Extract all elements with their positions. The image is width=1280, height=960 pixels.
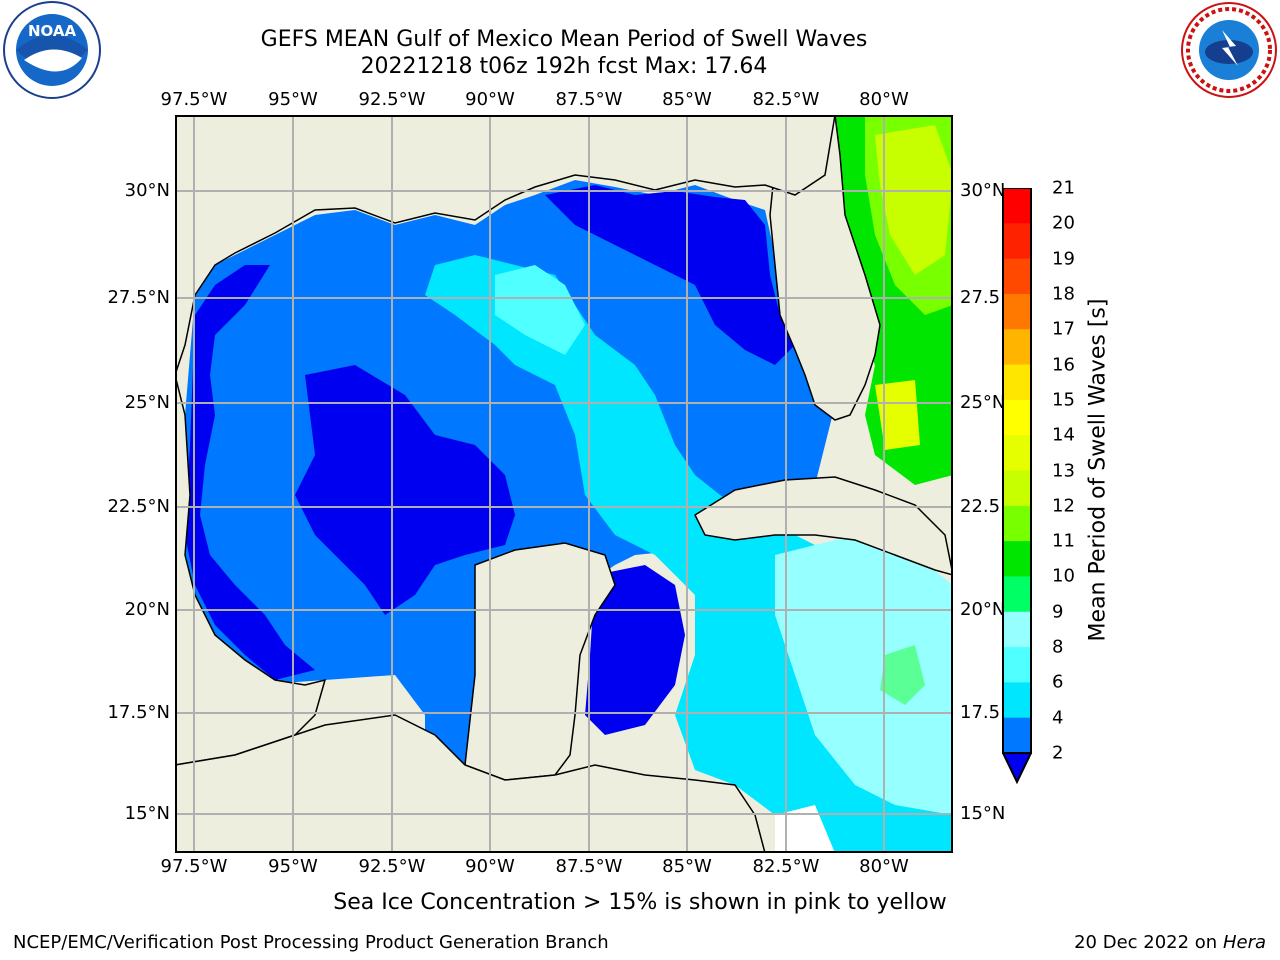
footer-credit: NCEP/EMC/Verification Post Processing Pr… <box>13 932 609 953</box>
lat-tick-right: 25°N <box>960 392 1006 413</box>
lon-tick-top: 95°W <box>268 89 318 110</box>
green-patch <box>880 645 925 705</box>
lat-tick-left: 20°N <box>124 599 170 620</box>
lat-tick-left: 15°N <box>124 803 170 824</box>
colorbar-tick-label: 8 <box>1052 636 1064 658</box>
map-frame <box>175 115 953 853</box>
sea-ice-note: Sea Ice Concentration > 15% is shown in … <box>333 890 947 915</box>
lon-tick-bottom: 97.5°W <box>160 856 228 877</box>
lon-tick-bottom: 92.5°W <box>358 856 426 877</box>
colorbar-tick-label: 6 <box>1052 671 1064 693</box>
colorbar-title: Mean Period of Swell Waves [s] <box>1085 298 1111 642</box>
noaa-logo: NOAA <box>3 1 101 99</box>
colorbar-segment <box>1003 399 1031 436</box>
lat-tick-right: 20°N <box>960 599 1006 620</box>
colorbar-segment <box>1003 364 1031 401</box>
lon-tick-top: 85°W <box>662 89 712 110</box>
colorbar-tick-label: 14 <box>1052 424 1075 446</box>
colorbar-segment <box>1003 435 1031 471</box>
colorbar-tick-label: 12 <box>1052 495 1075 517</box>
deep-blue-west <box>185 265 315 680</box>
colorbar-tick-label: 17 <box>1052 318 1075 340</box>
lon-tick-bottom: 87.5°W <box>555 856 623 877</box>
colorbar-tick-label: 11 <box>1052 530 1075 552</box>
map-title: GEFS MEAN Gulf of Mexico Mean Period of … <box>260 27 868 52</box>
colorbar-tick-label: 2 <box>1052 742 1064 764</box>
lat-tick-left: 30°N <box>124 180 170 201</box>
lat-tick-right: 17.5 <box>960 702 1001 723</box>
deep-blue-central <box>295 365 515 615</box>
lon-tick-top: 80°W <box>859 89 909 110</box>
colorbar-extend-arrow <box>1002 752 1032 784</box>
lat-tick-left: 25°N <box>124 392 170 413</box>
colorbar-tick-label: 4 <box>1052 707 1064 729</box>
central-america-land <box>175 714 766 853</box>
lon-tick-top: 87.5°W <box>555 89 623 110</box>
colorbar-segment <box>1003 611 1031 648</box>
colorbar-segment <box>1003 188 1031 224</box>
colorbar-tick-label: 20 <box>1052 212 1075 234</box>
cuba-land <box>694 476 953 576</box>
footer-date: 20 Dec 2022 on Hera <box>1074 932 1266 953</box>
colorbar-segment <box>1003 647 1031 683</box>
lat-tick-left: 17.5°N <box>107 702 170 723</box>
colorbar-tick-label: 19 <box>1052 248 1075 270</box>
lon-tick-bottom: 85°W <box>662 856 712 877</box>
colorbar-tick-label: 18 <box>1052 283 1075 305</box>
svg-text:NOAA: NOAA <box>28 22 77 40</box>
colorbar-segment <box>1003 505 1031 542</box>
colorbar <box>1002 188 1032 784</box>
light-cyan-gulf <box>495 265 585 355</box>
colorbar-segment <box>1003 717 1031 754</box>
map-gridlines <box>175 115 953 853</box>
colorbar-tick-label: 13 <box>1052 460 1075 481</box>
deep-blue-ne <box>545 185 795 365</box>
lon-tick-bottom: 95°W <box>268 856 318 877</box>
pale-cyan-caribbean <box>775 535 953 815</box>
colorbar-segment <box>1003 223 1031 260</box>
colorbar-segment <box>1003 293 1031 330</box>
bahamas-yellow <box>875 380 920 450</box>
colorbar-tick-label: 21 <box>1052 177 1075 199</box>
lat-tick-right: 15°N <box>960 803 1006 824</box>
lat-tick-right: 30°N <box>960 180 1006 201</box>
lat-tick-right: 27.5 <box>960 287 1001 308</box>
colorbar-segment <box>1003 541 1031 577</box>
lon-tick-bottom: 80°W <box>859 856 909 877</box>
yucatan-land <box>464 542 616 781</box>
lat-tick-right: 22.5 <box>960 496 1001 517</box>
mask-white <box>775 805 835 853</box>
footer-host: Hera <box>1222 932 1266 953</box>
lat-tick-left: 27.5°N <box>107 287 170 308</box>
colorbar-segment <box>1003 258 1031 295</box>
colorbar-tick-label: 9 <box>1052 601 1064 623</box>
colorbar-segment <box>1003 329 1031 366</box>
colorbar-tick-label: 10 <box>1052 565 1075 587</box>
lon-tick-top: 82.5°W <box>752 89 820 110</box>
lat-tick-left: 22.5°N <box>107 496 170 517</box>
map-subtitle: 20221218 t06z 192h fcst Max: 17.64 <box>360 54 768 79</box>
colorbar-tick-label: 15 <box>1052 389 1075 411</box>
lon-tick-top: 90°W <box>465 89 515 110</box>
colorbar-tick-label: 16 <box>1052 354 1075 376</box>
lon-tick-top: 92.5°W <box>358 89 426 110</box>
colorbar-segment <box>1003 470 1031 507</box>
colorbar-segment <box>1003 576 1031 613</box>
nws-logo <box>1181 2 1277 98</box>
deep-blue-yucatan <box>585 565 685 735</box>
lon-tick-bottom: 82.5°W <box>752 856 820 877</box>
lon-tick-top: 97.5°W <box>160 89 228 110</box>
atlantic-yellow <box>875 125 953 275</box>
colorbar-segment <box>1003 682 1031 719</box>
gulf-map <box>175 115 953 853</box>
lon-tick-bottom: 90°W <box>465 856 515 877</box>
